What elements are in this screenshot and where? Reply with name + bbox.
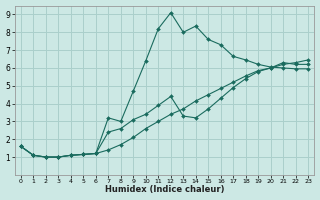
X-axis label: Humidex (Indice chaleur): Humidex (Indice chaleur) (105, 185, 224, 194)
